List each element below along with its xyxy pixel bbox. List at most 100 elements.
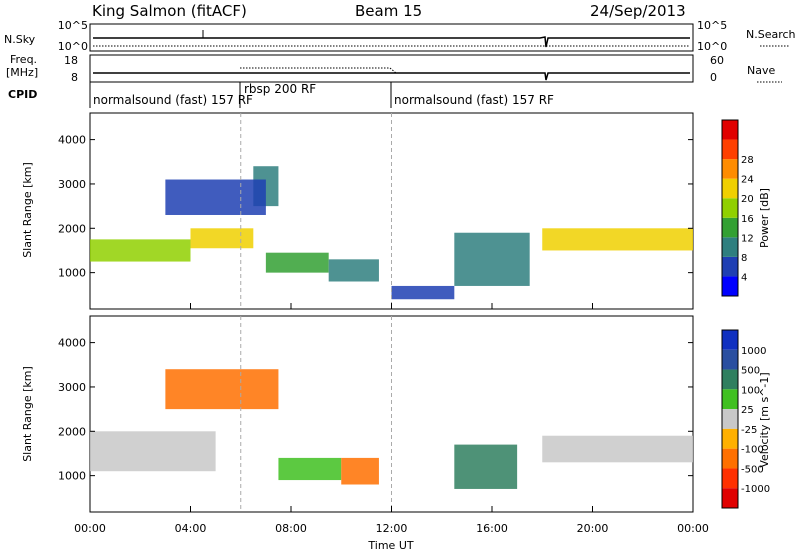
freq-label-2: [MHz]	[6, 66, 38, 79]
power-colorbar-tick-1: 8	[741, 253, 747, 264]
noise-right-tick-bottom: 10^0	[697, 40, 727, 53]
x-tick-5: 20:00	[577, 522, 609, 535]
power-colorbar-tick-3: 16	[741, 214, 754, 225]
velocity-ylabel: Slant Range [km]	[21, 366, 34, 462]
cpid-segment-1: normalsound (fast) 157 RF	[93, 93, 253, 107]
power-y-ticks: 1000 2000 3000 4000	[58, 134, 694, 309]
power-colorbar-tick-6: 28	[741, 155, 754, 166]
velocity-y-tick-2: 3000	[58, 381, 86, 394]
velocity-colorbar-swatch-6	[722, 448, 738, 469]
velocity-colorbar-tick-4: -25	[741, 425, 757, 436]
cpid-segment-2: rbsp 200 RF	[244, 82, 316, 96]
velocity-y-ticks: 1000 2000 3000 4000	[58, 337, 694, 512]
velocity-colorbar-swatch-4	[722, 409, 738, 429]
velocity-y-tick-3: 4000	[58, 337, 86, 350]
velocity-y-tick-0: 1000	[58, 470, 86, 483]
velocity-band-1	[165, 369, 279, 410]
power-y-tick-2: 3000	[58, 178, 86, 191]
freq-panel: Freq. [MHz] 18 8 60 0 Nave	[6, 53, 782, 84]
velocity-band-0	[90, 431, 216, 472]
power-colorbar-tick-0: 4	[741, 272, 747, 283]
velocity-colorbar-tick-0: 1000	[741, 346, 766, 357]
power-colorbar-swatch-3	[722, 217, 738, 238]
x-tick-0: 00:00	[74, 522, 106, 535]
velocity-colorbar-tick-5: -100	[741, 445, 764, 456]
cpid-segment-3: normalsound (fast) 157 RF	[394, 93, 554, 107]
power-band-8	[542, 228, 693, 251]
power-ylabel: Slant Range [km]	[21, 162, 34, 258]
cpid-panel: CPID normalsound (fast) 157 RF rbsp 200 …	[8, 82, 554, 108]
power-marks	[90, 113, 693, 309]
power-band-4	[265, 252, 329, 273]
freq-right-tick-top: 60	[710, 54, 724, 67]
x-axis: 00:00 04:00 08:00 12:00 16:00 20:00 00:00	[74, 522, 709, 535]
velocity-band-2	[278, 457, 342, 481]
date-title: 24/Sep/2013	[590, 2, 686, 20]
freq-right-tick-bottom: 0	[710, 71, 717, 84]
power-panel: 1000 2000 3000 4000 Slant Range [km]	[21, 112, 694, 310]
x-tick-4: 16:00	[476, 522, 508, 535]
noise-sky-trace	[93, 36, 690, 48]
noise-right-tick-top: 10^5	[697, 19, 727, 32]
power-colorbar-tick-2: 12	[741, 233, 754, 244]
velocity-colorbar-swatch-7	[722, 468, 738, 489]
power-y-tick-1: 2000	[58, 222, 86, 235]
velocity-y-tick-1: 2000	[58, 425, 86, 438]
noise-left-tick-bottom: 10^0	[58, 40, 88, 53]
freq-label-1: Freq.	[10, 53, 37, 66]
velocity-colorbar-label: Velocity [m s^-1]	[758, 372, 771, 467]
x-tick-3: 12:00	[376, 522, 408, 535]
power-colorbar-swatch-7	[722, 139, 738, 160]
power-colorbar: 4 8 12 16 20 24 28	[721, 119, 754, 297]
x-tick-6: 00:00	[677, 522, 709, 535]
noise-panel: N.Sky 10^5 10^0 10^5 10^0 N.Search	[4, 19, 796, 53]
power-colorbar-swatch-6	[722, 159, 738, 179]
power-colorbar-tick-4: 20	[741, 194, 754, 205]
power-colorbar-swatch-5	[722, 178, 738, 199]
noise-sky-label: N.Sky	[4, 33, 36, 46]
velocity-panel: 1000 2000 3000 4000 Slant Range [km]	[21, 315, 694, 513]
velocity-colorbar-tick-1: 500	[741, 366, 760, 377]
power-colorbar-swatch-8	[722, 120, 738, 140]
x-tick-1: 04:00	[175, 522, 207, 535]
velocity-colorbar-swatch-8	[722, 488, 738, 508]
power-y-tick-3: 4000	[58, 134, 86, 147]
x-axis-label: Time UT	[367, 539, 413, 552]
freq-left-tick-top: 18	[64, 54, 78, 67]
velocity-colorbar: 1000 500 100 25 -25 -100 -500 -1000	[721, 329, 770, 509]
power-colorbar-swatch-0	[722, 276, 738, 296]
freq-left-tick-bottom: 8	[71, 71, 78, 84]
station-title: King Salmon (fitACF)	[92, 2, 247, 20]
noise-left-tick-top: 10^5	[58, 19, 88, 32]
cpid-label: CPID	[8, 88, 37, 101]
velocity-marks	[90, 316, 693, 512]
velocity-colorbar-swatch-5	[722, 428, 738, 449]
power-colorbar-tick-5: 24	[741, 175, 754, 186]
velocity-colorbar-tick-7: -1000	[741, 484, 770, 495]
nave-trace	[240, 67, 397, 74]
power-band-3	[165, 179, 266, 215]
velocity-band-4	[454, 444, 518, 489]
velocity-colorbar-tick-2: 100	[741, 385, 760, 396]
power-band-7	[454, 232, 530, 286]
velocity-colorbar-tick-6: -500	[741, 464, 764, 475]
power-colorbar-swatch-2	[722, 237, 738, 257]
power-band-1	[190, 228, 254, 249]
power-y-tick-0: 1000	[58, 267, 86, 280]
velocity-colorbar-swatch-3	[722, 389, 738, 410]
power-band-6	[391, 285, 455, 300]
power-band-5	[328, 259, 379, 282]
power-colorbar-swatch-4	[722, 198, 738, 218]
power-colorbar-frame	[721, 119, 739, 297]
velocity-band-5	[542, 435, 693, 463]
power-colorbar-label: Power [dB]	[758, 188, 771, 248]
beam-title: Beam 15	[355, 2, 422, 20]
freq-trace	[93, 72, 690, 81]
x-tick-2: 08:00	[275, 522, 307, 535]
velocity-band-3	[341, 457, 379, 485]
velocity-colorbar-swatch-1	[722, 349, 738, 370]
nave-label: Nave	[747, 64, 775, 77]
velocity-colorbar-swatch-0	[722, 330, 738, 350]
power-colorbar-swatch-1	[722, 256, 738, 277]
